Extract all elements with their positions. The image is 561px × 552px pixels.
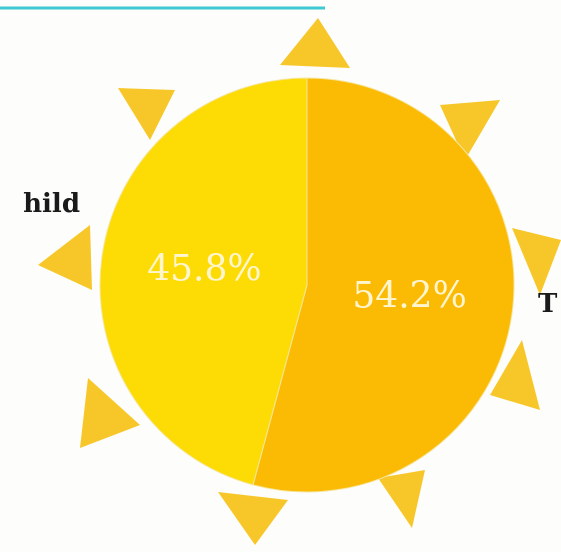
ray	[80, 378, 140, 448]
ray	[512, 228, 561, 295]
ray	[490, 340, 540, 410]
ray	[218, 492, 288, 545]
ray	[378, 470, 425, 528]
ray	[38, 225, 92, 290]
sun-rays	[38, 18, 561, 545]
category-label: hild	[23, 189, 80, 219]
ray	[440, 100, 500, 160]
value-label: 54.2%	[352, 276, 466, 317]
pie-slice	[252, 77, 515, 493]
ray	[280, 18, 350, 68]
category-label: T	[538, 289, 558, 319]
ray	[118, 88, 175, 140]
pie: 54.2% T 45.8% hild	[23, 77, 558, 493]
value-label: 45.8%	[147, 248, 261, 289]
pie-slice	[99, 77, 308, 486]
